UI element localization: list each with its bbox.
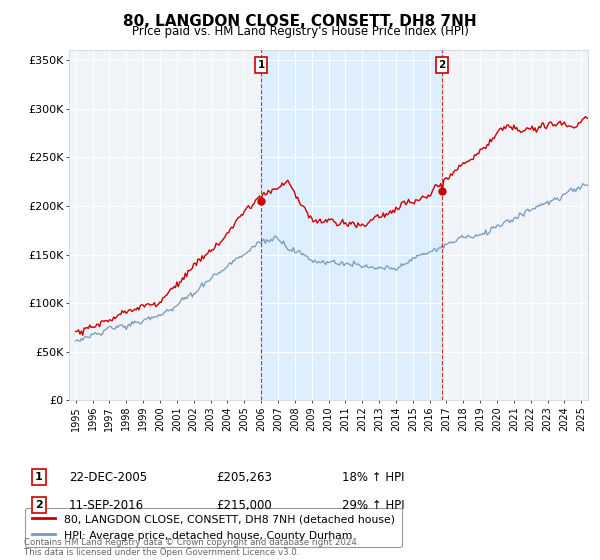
Bar [261, 50, 442, 400]
Text: 80, LANGDON CLOSE, CONSETT, DH8 7NH: 80, LANGDON CLOSE, CONSETT, DH8 7NH [123, 14, 477, 29]
Text: 18% ↑ HPI: 18% ↑ HPI [342, 470, 404, 484]
Text: £215,000: £215,000 [216, 498, 272, 512]
Text: Price paid vs. HM Land Registry's House Price Index (HPI): Price paid vs. HM Land Registry's House … [131, 25, 469, 38]
Text: 29% ↑ HPI: 29% ↑ HPI [342, 498, 404, 512]
Text: 11-SEP-2016: 11-SEP-2016 [69, 498, 144, 512]
Text: Contains HM Land Registry data © Crown copyright and database right 2024.
This d: Contains HM Land Registry data © Crown c… [24, 538, 359, 557]
Text: 2: 2 [439, 60, 446, 70]
Text: 2: 2 [35, 500, 43, 510]
Text: 1: 1 [257, 60, 265, 70]
Text: 22-DEC-2005: 22-DEC-2005 [69, 470, 147, 484]
Text: £205,263: £205,263 [216, 470, 272, 484]
Legend: 80, LANGDON CLOSE, CONSETT, DH8 7NH (detached house), HPI: Average price, detach: 80, LANGDON CLOSE, CONSETT, DH8 7NH (det… [25, 508, 401, 547]
Text: 1: 1 [35, 472, 43, 482]
